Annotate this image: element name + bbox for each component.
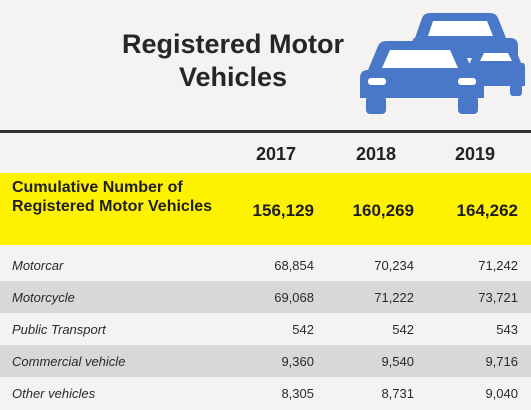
table-row: Other vehicles 8,305 8,731 9,040 — [0, 377, 531, 409]
header-rule — [0, 130, 531, 133]
row-value: 543 — [496, 322, 518, 337]
table-row: Public Transport 542 542 543 — [0, 313, 531, 345]
table-row: Motorcar 68,854 70,234 71,242 — [0, 249, 531, 281]
cars-icon — [360, 13, 525, 114]
cumulative-value-2017: 156,129 — [252, 201, 314, 220]
row-value: 71,222 — [374, 290, 414, 305]
row-value: 9,040 — [485, 386, 518, 401]
row-value: 542 — [292, 322, 314, 337]
table-row: Commercial vehicle 9,360 9,540 9,716 — [0, 345, 531, 377]
row-value: 68,854 — [274, 258, 314, 273]
table-row: Motorcycle 69,068 71,222 73,721 — [0, 281, 531, 313]
year-header-2017: 2017 — [255, 144, 296, 164]
cumulative-value-2019: 164,262 — [456, 201, 518, 220]
row-value: 9,716 — [485, 354, 518, 369]
row-value: 8,305 — [281, 386, 314, 401]
year-header-2019: 2019 — [454, 144, 495, 164]
row-value: 69,068 — [274, 290, 314, 305]
cumulative-value-2018: 160,269 — [352, 201, 414, 220]
row-value: 71,242 — [478, 258, 518, 273]
row-label: Other vehicles — [12, 386, 96, 401]
row-label: Commercial vehicle — [12, 354, 126, 369]
row-label: Motorcar — [12, 258, 64, 273]
year-header-2018: 2018 — [355, 144, 396, 164]
row-value: 542 — [392, 322, 414, 337]
cumulative-row — [0, 173, 531, 245]
row-label: Public Transport — [12, 322, 106, 337]
page-title: Registered Motor Vehicles — [121, 29, 345, 92]
row-label: Motorcycle — [12, 290, 75, 305]
row-value: 73,721 — [478, 290, 518, 305]
cumulative-label: Cumulative Number of Registered Motor Ve… — [12, 179, 213, 215]
row-value: 9,360 — [281, 354, 314, 369]
row-value: 70,234 — [374, 258, 414, 273]
row-value: 9,540 — [381, 354, 414, 369]
row-value: 8,731 — [381, 386, 414, 401]
